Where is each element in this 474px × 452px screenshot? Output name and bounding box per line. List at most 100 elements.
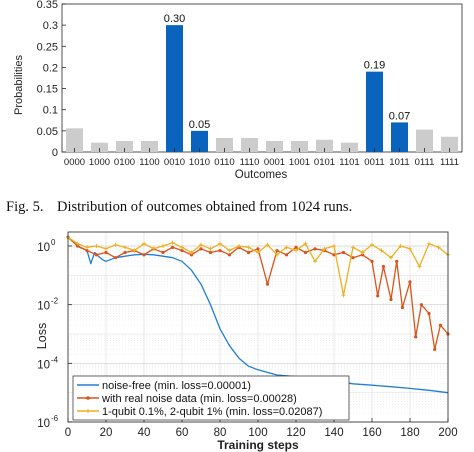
bar-0010 xyxy=(166,25,183,153)
series-point-1 xyxy=(199,247,203,251)
bar-1011 xyxy=(391,122,408,152)
bar-y-tick-label: 0.3 xyxy=(43,20,58,32)
series-point-1 xyxy=(142,253,146,257)
line-y-tick-label: 10 xyxy=(37,359,50,371)
bar-x-tick-label: 1101 xyxy=(339,157,359,168)
series-point-1 xyxy=(275,248,279,253)
series-point-1 xyxy=(303,250,308,255)
series-point-1 xyxy=(246,250,251,255)
bar-x-tick-label: 0000 xyxy=(64,157,85,168)
series-point-2 xyxy=(351,245,355,250)
line-x-tick-label: 80 xyxy=(214,427,227,439)
series-point-1 xyxy=(370,259,374,263)
series-point-1 xyxy=(389,297,393,302)
legend-entry-2: 1-qubit 0.1%, 2-qubit 1% (min. loss=0.02… xyxy=(102,406,322,418)
bar-y-tick-label: 0.1 xyxy=(43,105,58,117)
bar-y-tick-label: 0.25 xyxy=(37,41,58,53)
bar-y-tick-label: 0.2 xyxy=(43,62,58,74)
line-x-tick-label: 20 xyxy=(100,427,113,439)
bar-x-tick-label: 1011 xyxy=(389,157,409,168)
legend-entry-1: with real noise data (min. loss=0.00028) xyxy=(101,393,297,405)
series-point-2 xyxy=(408,246,412,251)
series-point-1 xyxy=(332,253,336,257)
bar-1110 xyxy=(241,138,258,152)
bar-chart-y-axis-label: Probabilities xyxy=(13,55,25,115)
series-point-1 xyxy=(180,248,184,253)
bar-x-tick-label: 0100 xyxy=(114,157,135,168)
series-point-1 xyxy=(161,250,165,255)
outcome-probability-bar-chart: 0 0.05 0.1 0.15 0.2 0.25 0.3 0.35 0000 1000 0100 11… xyxy=(13,0,463,181)
series-point-2 xyxy=(322,246,327,251)
bar-0000 xyxy=(66,128,83,152)
line-y-tick-exponent: -4 xyxy=(51,355,59,364)
bar-x-tick-label: 0001 xyxy=(264,157,285,168)
bar-1111 xyxy=(441,136,458,152)
series-point-2 xyxy=(417,264,422,269)
bar-0001 xyxy=(266,141,283,152)
bar-x-tick-label: 0110 xyxy=(214,157,234,168)
line-y-tick-exponent: -6 xyxy=(51,414,59,423)
bar-y-tick-label: 0.05 xyxy=(37,126,58,138)
series-point-2 xyxy=(237,243,241,248)
bar-y-tick-label: 0 xyxy=(52,147,58,159)
series-point-2 xyxy=(294,248,298,253)
bar-x-tick-label: 1100 xyxy=(139,157,159,168)
line-x-tick-label: 40 xyxy=(138,427,151,439)
bar-y-tick-label: 0.35 xyxy=(37,0,58,11)
series-point-2 xyxy=(189,250,194,255)
series-point-1 xyxy=(113,256,118,260)
series-point-2 xyxy=(436,245,441,250)
bar-data-label: 0.07 xyxy=(389,110,410,122)
bar-x-tick-label: 1010 xyxy=(189,157,210,168)
legend-marker-1 xyxy=(86,396,90,400)
series-point-2 xyxy=(180,245,184,250)
line-x-tick-label: 100 xyxy=(248,427,267,439)
bar-1101 xyxy=(341,142,358,152)
bar-data-label: 0.05 xyxy=(189,119,210,131)
figure-caption: Fig. 5. Distribution of outcomes obtaine… xyxy=(0,193,474,223)
series-point-2 xyxy=(85,245,89,250)
series-point-2 xyxy=(199,242,203,247)
series-point-2 xyxy=(284,245,289,250)
line-y-tick-exponent: -2 xyxy=(51,297,59,306)
bar-x-tick-label: 0111 xyxy=(415,157,435,168)
series-point-2 xyxy=(398,243,403,248)
series-point-1 xyxy=(75,244,80,248)
series-point-2 xyxy=(75,241,80,246)
bar-1010 xyxy=(191,130,208,152)
series-point-1 xyxy=(170,245,175,249)
series-point-1 xyxy=(256,247,260,251)
legend-entry-0: noise-free (min. loss=0.00001) xyxy=(102,380,251,392)
line-x-tick-label: 140 xyxy=(324,427,343,439)
bar-0011 xyxy=(366,71,383,152)
line-x-tick-label: 180 xyxy=(400,427,419,439)
series-point-2 xyxy=(123,245,127,250)
line-chart-y-axis-label: Loss xyxy=(35,323,49,349)
bar-data-label: 0.19 xyxy=(364,60,385,72)
bar-x-tick-label: 0011 xyxy=(364,157,384,168)
series-point-2 xyxy=(161,243,165,248)
series-point-2 xyxy=(151,246,156,251)
series-point-1 xyxy=(218,248,222,253)
line-x-tick-label: 60 xyxy=(176,427,189,439)
series-point-2 xyxy=(370,242,374,247)
series-point-2 xyxy=(208,246,213,251)
line-x-tick-label: 120 xyxy=(286,427,305,439)
series-point-2 xyxy=(246,245,251,250)
series-point-2 xyxy=(427,241,431,246)
bar-y-tick-label: 0.15 xyxy=(37,84,58,96)
line-x-tick-label: 0 xyxy=(65,427,71,439)
series-point-2 xyxy=(227,248,232,253)
bar-x-tick-label: 1110 xyxy=(240,157,260,168)
bar-0111 xyxy=(416,129,433,152)
series-point-2 xyxy=(132,248,137,253)
series-point-1 xyxy=(265,282,270,286)
bar-1001 xyxy=(291,141,308,152)
series-point-2 xyxy=(360,250,365,255)
series-point-1 xyxy=(427,311,431,316)
figure-caption-text: Distribution of outcomes obtained from 1… xyxy=(57,199,353,215)
series-point-2 xyxy=(265,242,270,247)
series-point-1 xyxy=(94,253,99,257)
bar-0100 xyxy=(116,141,133,152)
